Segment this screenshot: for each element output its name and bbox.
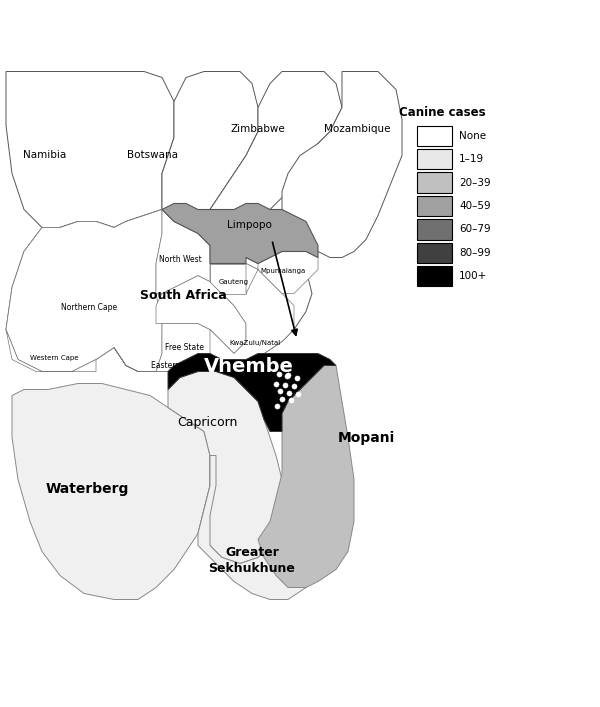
Polygon shape	[6, 71, 174, 228]
Text: Waterberg: Waterberg	[46, 481, 128, 496]
Bar	[417, 126, 452, 146]
Polygon shape	[162, 204, 318, 264]
Text: Greater
Sekhukhune: Greater Sekhukhune	[209, 547, 295, 575]
Polygon shape	[210, 71, 342, 228]
Point	[286, 395, 296, 406]
Polygon shape	[6, 209, 162, 371]
Bar	[417, 219, 452, 240]
Text: Botswana: Botswana	[128, 151, 179, 160]
Bar	[417, 243, 452, 263]
Polygon shape	[282, 71, 402, 257]
Polygon shape	[114, 324, 234, 371]
Text: Mpumalanga: Mpumalanga	[260, 268, 306, 274]
Text: Mopani: Mopani	[337, 431, 395, 445]
Text: Free State: Free State	[166, 343, 204, 352]
Text: 1–19: 1–19	[459, 154, 484, 164]
Point	[272, 401, 282, 412]
Point	[293, 388, 303, 399]
Text: Gauteng: Gauteng	[219, 279, 249, 284]
Bar	[417, 266, 452, 286]
Point	[275, 385, 285, 397]
Text: Vhembe: Vhembe	[204, 357, 294, 376]
Polygon shape	[168, 354, 336, 431]
Text: KwaZulu/Natal: KwaZulu/Natal	[229, 339, 281, 346]
Polygon shape	[162, 71, 258, 228]
Bar	[417, 173, 452, 193]
Text: Zimbabwe: Zimbabwe	[230, 124, 286, 134]
Text: Namibia: Namibia	[23, 151, 67, 160]
Polygon shape	[6, 209, 312, 371]
Polygon shape	[156, 276, 246, 354]
Point	[271, 378, 281, 389]
Polygon shape	[168, 371, 282, 563]
Text: 60–79: 60–79	[459, 224, 491, 234]
Text: 40–59: 40–59	[459, 201, 491, 211]
Point	[284, 387, 294, 398]
Polygon shape	[6, 329, 96, 371]
Bar	[417, 149, 452, 169]
Bar	[417, 196, 452, 216]
Polygon shape	[210, 245, 294, 371]
Text: None: None	[459, 131, 486, 141]
Point	[274, 368, 284, 380]
Text: Limpopo: Limpopo	[227, 219, 271, 230]
Point	[282, 370, 292, 382]
Text: Northern Cape: Northern Cape	[61, 303, 117, 312]
Point	[277, 393, 287, 404]
Polygon shape	[210, 264, 246, 293]
Text: 80–99: 80–99	[459, 247, 491, 257]
Point	[283, 370, 293, 381]
Text: North West: North West	[158, 255, 202, 264]
Text: Capricorn: Capricorn	[177, 416, 237, 429]
Point	[292, 372, 302, 383]
Text: 20–39: 20–39	[459, 177, 491, 187]
Polygon shape	[258, 366, 354, 588]
Text: Canine cases: Canine cases	[399, 107, 485, 119]
Polygon shape	[198, 455, 318, 600]
Text: Mozambique: Mozambique	[324, 124, 390, 134]
Polygon shape	[12, 383, 210, 600]
Polygon shape	[246, 252, 318, 293]
Polygon shape	[156, 209, 210, 293]
Text: South Africa: South Africa	[140, 288, 226, 302]
Point	[289, 380, 299, 392]
Text: Western Cape: Western Cape	[30, 356, 78, 361]
Text: 100+: 100+	[459, 271, 487, 281]
Text: Eastern Cape: Eastern Cape	[151, 361, 203, 370]
Point	[280, 379, 290, 390]
